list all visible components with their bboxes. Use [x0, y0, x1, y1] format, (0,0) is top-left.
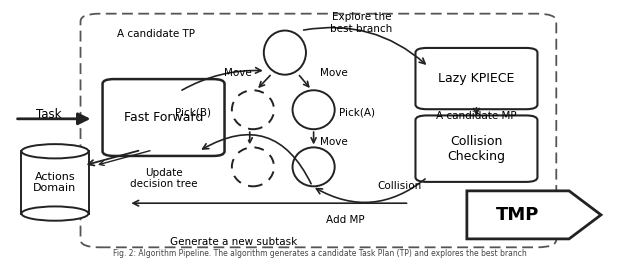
Ellipse shape [232, 147, 274, 186]
Text: A candidate MP: A candidate MP [436, 111, 516, 121]
Text: Move: Move [320, 137, 348, 147]
Text: Collision: Collision [378, 181, 422, 191]
Ellipse shape [292, 90, 335, 129]
Text: Update
decision tree: Update decision tree [130, 168, 197, 189]
FancyBboxPatch shape [415, 48, 538, 109]
Text: A candidate TP: A candidate TP [118, 29, 195, 39]
FancyBboxPatch shape [415, 115, 538, 182]
FancyBboxPatch shape [102, 79, 225, 156]
Ellipse shape [22, 144, 88, 158]
Text: Task: Task [36, 108, 61, 121]
Text: Collision
Checking: Collision Checking [447, 135, 506, 163]
Text: Explore the
best branch: Explore the best branch [330, 12, 392, 34]
Polygon shape [467, 191, 601, 239]
Text: Lazy KPIECE: Lazy KPIECE [438, 72, 515, 85]
Ellipse shape [264, 31, 306, 75]
Text: Move: Move [224, 68, 252, 78]
Text: Fast Forward: Fast Forward [124, 111, 204, 124]
Bar [22, 151, 88, 213]
Text: Actions
Domain: Actions Domain [33, 172, 77, 193]
Ellipse shape [22, 206, 88, 221]
Text: Fig. 2: Algorithm Pipeline. The algorithm generates a candidate Task Plan (TP) a: Fig. 2: Algorithm Pipeline. The algorith… [113, 249, 527, 258]
Text: Move: Move [320, 68, 348, 78]
Text: Add MP: Add MP [326, 215, 365, 225]
Text: TMP: TMP [496, 206, 540, 224]
Ellipse shape [232, 90, 274, 129]
Text: Pick(A): Pick(A) [339, 107, 375, 117]
Ellipse shape [292, 147, 335, 186]
Text: Generate a new subtask: Generate a new subtask [170, 237, 298, 247]
Text: Pick(B): Pick(B) [175, 107, 211, 117]
